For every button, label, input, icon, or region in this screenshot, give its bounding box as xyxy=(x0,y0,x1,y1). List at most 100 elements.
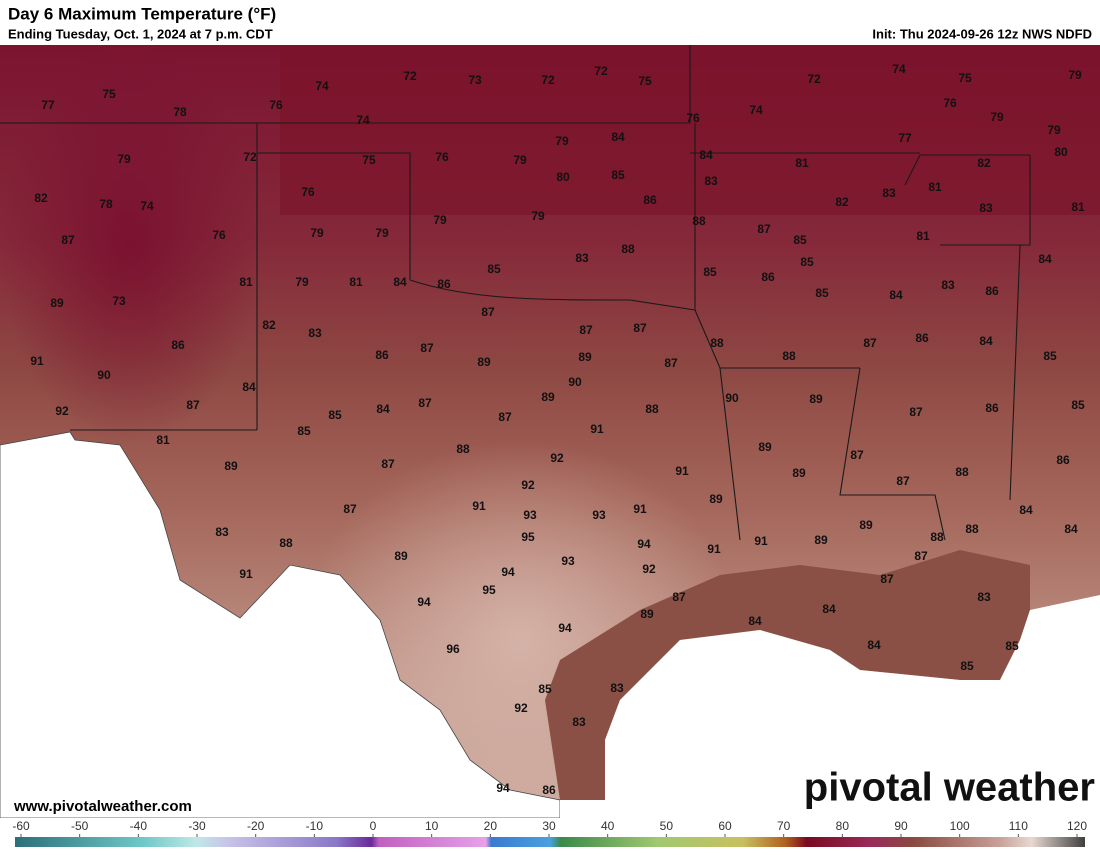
temperature-label: 78 xyxy=(99,197,113,211)
temperature-label: 91 xyxy=(633,502,647,516)
temperature-label: 75 xyxy=(958,71,972,85)
temperature-label: 87 xyxy=(498,410,512,424)
temperature-label: 94 xyxy=(558,621,572,635)
gulf-forecast xyxy=(545,550,1030,800)
map xyxy=(0,45,1100,840)
temperature-label: 79 xyxy=(555,134,569,148)
temperature-label: 74 xyxy=(140,199,154,213)
temperature-label: 83 xyxy=(308,326,322,340)
temperature-label: 84 xyxy=(699,148,713,162)
temperature-label: 91 xyxy=(707,542,721,556)
temperature-label: 87 xyxy=(664,356,678,370)
temperature-label: 86 xyxy=(171,338,185,352)
temperature-label: 84 xyxy=(1064,522,1078,536)
temperature-label: 89 xyxy=(578,350,592,364)
temperature-label: 84 xyxy=(393,275,407,289)
temperature-label: 86 xyxy=(1056,453,1070,467)
temperature-label: 87 xyxy=(757,222,771,236)
temperature-label: 72 xyxy=(403,69,417,83)
colorbar-tick-label: 110 xyxy=(1009,819,1028,833)
temperature-label: 72 xyxy=(243,150,257,164)
temperature-label: 89 xyxy=(541,390,555,404)
temperature-label: 88 xyxy=(710,336,724,350)
temperature-label: 79 xyxy=(531,209,545,223)
temperature-label: 91 xyxy=(30,354,44,368)
temperature-label: 87 xyxy=(343,502,357,516)
temperature-label: 82 xyxy=(34,191,48,205)
temperature-label: 79 xyxy=(310,226,324,240)
temperature-label: 89 xyxy=(477,355,491,369)
temperature-label: 83 xyxy=(704,174,718,188)
colorbar-tick-label: 70 xyxy=(777,819,791,833)
temperature-label: 80 xyxy=(1054,145,1068,159)
temperature-label: 84 xyxy=(822,602,836,616)
temperature-label: 89 xyxy=(50,296,64,310)
temperature-label: 94 xyxy=(417,595,431,609)
temperature-label: 87 xyxy=(579,323,593,337)
temperature-label: 82 xyxy=(977,156,991,170)
temperature-label: 84 xyxy=(1019,503,1033,517)
temperature-label: 87 xyxy=(672,590,686,604)
temperature-label: 76 xyxy=(301,185,315,199)
colorbar-ticks: -60 -50 -40 -30 -20 -10 0 10 20 30 40 50 60 70 80 90 100… xyxy=(12,819,1087,837)
temperature-label: 81 xyxy=(239,275,253,289)
temperature-label: 76 xyxy=(435,150,449,164)
temperature-label: 91 xyxy=(590,422,604,436)
temperature-label: 88 xyxy=(621,242,635,256)
temperature-label: 92 xyxy=(642,562,656,576)
temperature-label: 92 xyxy=(521,478,535,492)
temperature-label: 79 xyxy=(990,110,1004,124)
temperature-label: 90 xyxy=(97,368,111,382)
temperature-label: 72 xyxy=(807,72,821,86)
temperature-label: 85 xyxy=(297,424,311,438)
temperature-label: 76 xyxy=(269,98,283,112)
temperature-label: 92 xyxy=(55,404,69,418)
temperature-label: 79 xyxy=(1068,68,1082,82)
temperature-label: 88 xyxy=(782,349,796,363)
temperature-label: 88 xyxy=(645,402,659,416)
temperature-label: 88 xyxy=(965,522,979,536)
temperature-label: 89 xyxy=(224,459,238,473)
temperature-label: 75 xyxy=(638,74,652,88)
temperature-label: 83 xyxy=(882,186,896,200)
temperature-label: 84 xyxy=(242,380,256,394)
temperature-label: 87 xyxy=(381,457,395,471)
temperature-label: 85 xyxy=(800,255,814,269)
temperature-label: 88 xyxy=(930,530,944,544)
colorbar-tick-label: 120 xyxy=(1067,819,1087,833)
temperature-label: 85 xyxy=(1071,398,1085,412)
temperature-label: 83 xyxy=(610,681,624,695)
temperature-label: 87 xyxy=(909,405,923,419)
colorbar-tick-label: -60 xyxy=(12,819,30,833)
temperature-label: 81 xyxy=(349,275,363,289)
temperature-label: 86 xyxy=(375,348,389,362)
temperature-label: 87 xyxy=(914,549,928,563)
colorbar-tick-label: 20 xyxy=(484,819,498,833)
temperature-label: 87 xyxy=(896,474,910,488)
colorbar-tick-label: -30 xyxy=(188,819,206,833)
temperature-label: 81 xyxy=(916,229,930,243)
temperature-label: 80 xyxy=(556,170,570,184)
temperature-label: 86 xyxy=(542,783,556,797)
temperature-label: 83 xyxy=(977,590,991,604)
website: www.pivotalweather.com xyxy=(13,798,192,815)
colorbar-tick-label: -40 xyxy=(130,819,148,833)
temperature-label: 78 xyxy=(173,105,187,119)
temperature-label: 84 xyxy=(611,130,625,144)
colorbar-tick-label: -10 xyxy=(306,819,324,833)
temperature-label: 94 xyxy=(501,565,515,579)
colorbar-tick-label: 30 xyxy=(542,819,556,833)
temperature-label: 79 xyxy=(1047,123,1061,137)
temperature-label: 89 xyxy=(640,607,654,621)
temperature-label: 91 xyxy=(675,464,689,478)
temperature-label: 74 xyxy=(749,103,763,117)
temperature-label: 86 xyxy=(985,401,999,415)
temperature-label: 79 xyxy=(375,226,389,240)
temperature-label: 87 xyxy=(420,341,434,355)
temperature-label: 72 xyxy=(541,73,555,87)
temperature-label: 91 xyxy=(472,499,486,513)
temperature-label: 79 xyxy=(117,152,131,166)
temperature-label: 75 xyxy=(362,153,376,167)
temperature-label: 87 xyxy=(481,305,495,319)
